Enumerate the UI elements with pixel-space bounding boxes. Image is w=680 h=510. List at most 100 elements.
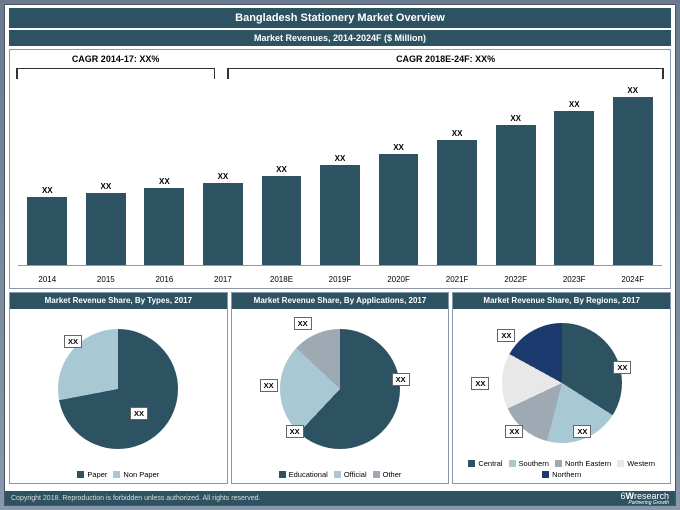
legend-item: Official xyxy=(334,470,367,479)
legend-label: Other xyxy=(383,470,402,479)
legend-item: Central xyxy=(468,459,502,468)
bar xyxy=(86,193,126,265)
legend-swatch xyxy=(279,471,286,478)
bar-value-label: XX xyxy=(335,154,346,163)
page: Bangladesh Stationery Market Overview Ma… xyxy=(0,0,680,510)
pie-row: Market Revenue Share, By Types, 2017 XXX… xyxy=(9,292,671,484)
legend-label: Non Paper xyxy=(123,470,159,479)
legend-swatch xyxy=(77,471,84,478)
bar xyxy=(496,125,536,265)
bar-2021F: XX xyxy=(428,86,487,265)
legend-label: Western xyxy=(627,459,655,468)
bar-value-label: XX xyxy=(393,143,404,152)
bar-2024F: XX xyxy=(603,86,662,265)
bar xyxy=(27,197,67,265)
bar-value-label: XX xyxy=(510,114,521,123)
legend-label: Educational xyxy=(289,470,328,479)
x-label: 2015 xyxy=(77,275,136,284)
x-label: 2024F xyxy=(603,275,662,284)
bar-value-label: XX xyxy=(159,177,170,186)
bar-2016: XX xyxy=(135,86,194,265)
legend-swatch xyxy=(113,471,120,478)
legend-swatch xyxy=(542,471,549,478)
bar-value-label: XX xyxy=(42,186,53,195)
cagr-2014-17: CAGR 2014-17: XX% xyxy=(10,54,221,84)
x-label: 2019F xyxy=(311,275,370,284)
bar-value-label: XX xyxy=(218,172,229,181)
pie-apps-title: Market Revenue Share, By Applications, 2… xyxy=(232,293,449,309)
bar-2022F: XX xyxy=(486,86,545,265)
bar-2014: XX xyxy=(18,86,77,265)
x-label: 2023F xyxy=(545,275,604,284)
pie-regions-panel: Market Revenue Share, By Regions, 2017 X… xyxy=(452,292,671,484)
content-frame: Bangladesh Stationery Market Overview Ma… xyxy=(4,4,676,506)
pie-apps-body: XX XX XX XX xyxy=(232,309,449,468)
legend-swatch xyxy=(373,471,380,478)
bar-2017: XX xyxy=(194,86,253,265)
x-label: 2022F xyxy=(486,275,545,284)
pie-value-label: XX xyxy=(573,425,591,438)
cagr-2018-24: CAGR 2018E-24F: XX% xyxy=(221,54,670,84)
legend-item: Northern xyxy=(542,470,581,479)
pie-types-legend: Paper Non Paper xyxy=(10,468,227,483)
footer: Copyright 2018. Reproduction is forbidde… xyxy=(5,491,675,505)
bar-value-label: XX xyxy=(100,182,111,191)
legend-swatch xyxy=(468,460,475,467)
pie-regions-legend: Central Southern North Eastern Western North… xyxy=(453,457,670,483)
legend-item: Paper xyxy=(77,470,107,479)
bar-2023F: XX xyxy=(545,86,604,265)
logo: 6Wresearch Partnering Growth xyxy=(620,491,669,506)
bar xyxy=(613,97,653,265)
pie-value-label: XX xyxy=(505,425,523,438)
legend-label: Official xyxy=(344,470,367,479)
pie-types-panel: Market Revenue Share, By Types, 2017 XXX… xyxy=(9,292,228,484)
bar xyxy=(379,154,419,265)
bar xyxy=(262,176,302,266)
bar-2020F: XX xyxy=(369,86,428,265)
bar xyxy=(144,188,184,265)
pie-value-label: XX xyxy=(130,407,148,420)
pie-value-label: XX xyxy=(260,379,278,392)
pie-value-label: XX xyxy=(64,335,82,348)
legend-label: Northern xyxy=(552,470,581,479)
pie-types-title: Market Revenue Share, By Types, 2017 xyxy=(10,293,227,309)
pie-value-label: XX xyxy=(471,377,489,390)
copyright-text: Copyright 2018. Reproduction is forbidde… xyxy=(11,495,260,502)
cagr-row: CAGR 2014-17: XX% CAGR 2018E-24F: XX% xyxy=(10,54,670,84)
pie-value-label: XX xyxy=(286,425,304,438)
pie-value-label: XX xyxy=(613,361,631,374)
x-label: 2016 xyxy=(135,275,194,284)
main-title: Bangladesh Stationery Market Overview xyxy=(9,8,671,28)
legend-swatch xyxy=(555,460,562,467)
legend-label: North Eastern xyxy=(565,459,611,468)
x-axis-labels: 20142015201620172018E2019F2020F2021F2022… xyxy=(18,275,662,284)
pie-value-label: XX xyxy=(392,373,410,386)
bar-value-label: XX xyxy=(452,129,463,138)
pie-value-label: XX xyxy=(497,329,515,342)
bar xyxy=(320,165,360,265)
x-label: 2017 xyxy=(194,275,253,284)
bar-2019F: XX xyxy=(311,86,370,265)
bar xyxy=(554,111,594,265)
pie-regions-body: XX XX XX XX XX xyxy=(453,309,670,457)
pie-regions-title: Market Revenue Share, By Regions, 2017 xyxy=(453,293,670,309)
x-label: 2014 xyxy=(18,275,77,284)
legend-item: Southern xyxy=(509,459,549,468)
x-label: 2020F xyxy=(369,275,428,284)
legend-swatch xyxy=(334,471,341,478)
legend-item: Other xyxy=(373,470,402,479)
legend-item: Non Paper xyxy=(113,470,159,479)
bar-2015: XX xyxy=(77,86,136,265)
pie-apps-panel: Market Revenue Share, By Applications, 2… xyxy=(231,292,450,484)
x-label: 2018E xyxy=(252,275,311,284)
pie-value-label: XX xyxy=(294,317,312,330)
bar-chart-panel: CAGR 2014-17: XX% CAGR 2018E-24F: XX% XX… xyxy=(9,49,671,289)
pie-apps-legend: Educational Official Other xyxy=(232,468,449,483)
bars-area: XX XX XX XX XX XX XX XX XX XX XX xyxy=(18,86,662,266)
bar-2018E: XX xyxy=(252,86,311,265)
chart-subtitle: Market Revenues, 2014-2024F ($ Million) xyxy=(9,30,671,46)
pie-types-body: XX XX xyxy=(10,309,227,468)
bar-value-label: XX xyxy=(569,100,580,109)
legend-item: Educational xyxy=(279,470,328,479)
bar xyxy=(437,140,477,265)
